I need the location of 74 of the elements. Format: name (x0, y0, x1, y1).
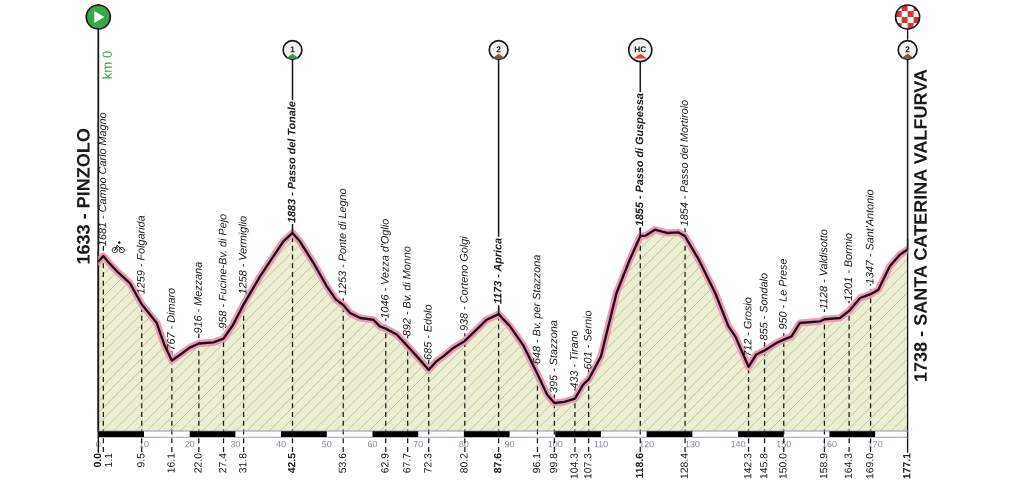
data-label: 1128 - Valdisotto (819, 229, 828, 309)
ref-line-label: 80.2 (460, 453, 468, 473)
x-tick-label: 120 (639, 440, 654, 448)
ref-line-label: 62.9 (381, 453, 389, 473)
x-tick-label: 20 (185, 440, 195, 448)
data-label: 1253 - Ponte di Legno (338, 188, 349, 295)
x-tick-label: 50 (322, 440, 332, 448)
x-tick-label: 40 (276, 440, 286, 448)
data-label: 1883 - Passo del Tonale (287, 101, 296, 223)
x-tick-label: 30 (230, 440, 241, 448)
data-label: 1854 - Passo del Mortirolo (680, 100, 688, 227)
ref-line-label: 107.3 (584, 453, 592, 479)
ref-line-label: 27.4 (218, 453, 227, 473)
ref-line-label: 1.1 (104, 453, 112, 467)
ref-line-label: 31.8 (239, 453, 247, 473)
data-label: 916 - Mezzana (194, 262, 202, 334)
x-tick-label: 130 (685, 440, 700, 448)
data-label: 1681 - Campo Carlo Magno (98, 112, 109, 246)
data-label: 601 - Sernio (583, 310, 592, 369)
annotation: km 0 (102, 51, 112, 79)
ref-line-label: 99.8 (549, 453, 558, 473)
x-tick-label: 110 (594, 440, 608, 448)
data-label: 767 - Dimaro (166, 288, 175, 350)
x-tick-label: 80 (459, 440, 469, 448)
ref-line-label: 158.9 (819, 453, 828, 479)
ref-line-label: 16.1 (167, 453, 175, 473)
annotation: 2 (496, 46, 501, 53)
x-tick-label: 60 (367, 440, 378, 448)
x-tick-label: 10 (139, 440, 149, 448)
ref-line-label: 42.5 (287, 453, 296, 474)
annotation: 1 (290, 46, 295, 53)
ref-line-label: 150.0 (779, 453, 787, 479)
ref-line-label: 118.6 (635, 453, 644, 478)
data-label: 855 - Sondalo (759, 273, 768, 341)
ref-line-label: 142.3 (743, 453, 752, 479)
data-label: 1201 - Bormio (844, 233, 853, 301)
data-label: 1738 - SANTA CATERINA VALFURVA (914, 69, 927, 381)
x-tick-label: 100 (548, 440, 563, 448)
annotation: HC (634, 46, 647, 53)
data-label: 1347 - Sant'Antonio (865, 189, 874, 284)
data-label: 433 - Tirano (569, 330, 578, 389)
annotation: 2 (905, 46, 910, 53)
ref-line-label: 22.0 (194, 453, 202, 473)
ref-line-label: 0.0 (93, 453, 102, 468)
data-label: 938 - Corteno Golgi (459, 236, 470, 331)
ref-line-label: 67.7 (403, 453, 411, 473)
ref-line-label: 104.3 (570, 453, 578, 479)
ref-line-label: 177.1 (903, 453, 911, 479)
ref-line-label: 128.4 (680, 453, 688, 479)
data-label: 1173 - Aprica (493, 238, 504, 304)
ref-line-label: 72.3 (424, 453, 432, 473)
data-label: 892 - Bv. di Monno (402, 246, 411, 336)
ref-line-label: 87.6 (494, 453, 502, 473)
x-tick-label: 90 (504, 440, 515, 448)
data-label: 648 - Bv. per Stazzona (532, 255, 543, 364)
data-label: 1258 - Vermiglio (238, 216, 249, 295)
x-tick-label: 150 (776, 440, 791, 448)
x-tick-label: 140 (731, 440, 746, 448)
data-label: 950 - Le Prese (779, 258, 787, 330)
data-label: 1855 - Passo di Guspessa (635, 93, 646, 227)
ref-line-label: 9.5 (137, 453, 145, 467)
ref-line-label: 145.8 (759, 453, 768, 479)
data-label: 685 - Edolo (423, 304, 432, 360)
data-label: 1046 - Vezza d'Oglio (380, 219, 391, 319)
data-label: 1633 - PINZOLO (76, 128, 90, 264)
ref-line-label: 53.6 (338, 453, 347, 473)
ref-line-label: 96.1 (532, 453, 541, 473)
data-label: 1259 - Folgarida (136, 215, 147, 294)
x-tick-label: 70 (413, 440, 423, 448)
data-label: 958 - Fucine-Bv. di Pejo (218, 214, 229, 329)
ref-line-label: 169.0 (866, 453, 874, 479)
data-label: 395 - Stazzona (549, 320, 558, 393)
data-label: 712 - Grosio (743, 297, 752, 356)
ref-line-label: 164.3 (844, 453, 852, 479)
